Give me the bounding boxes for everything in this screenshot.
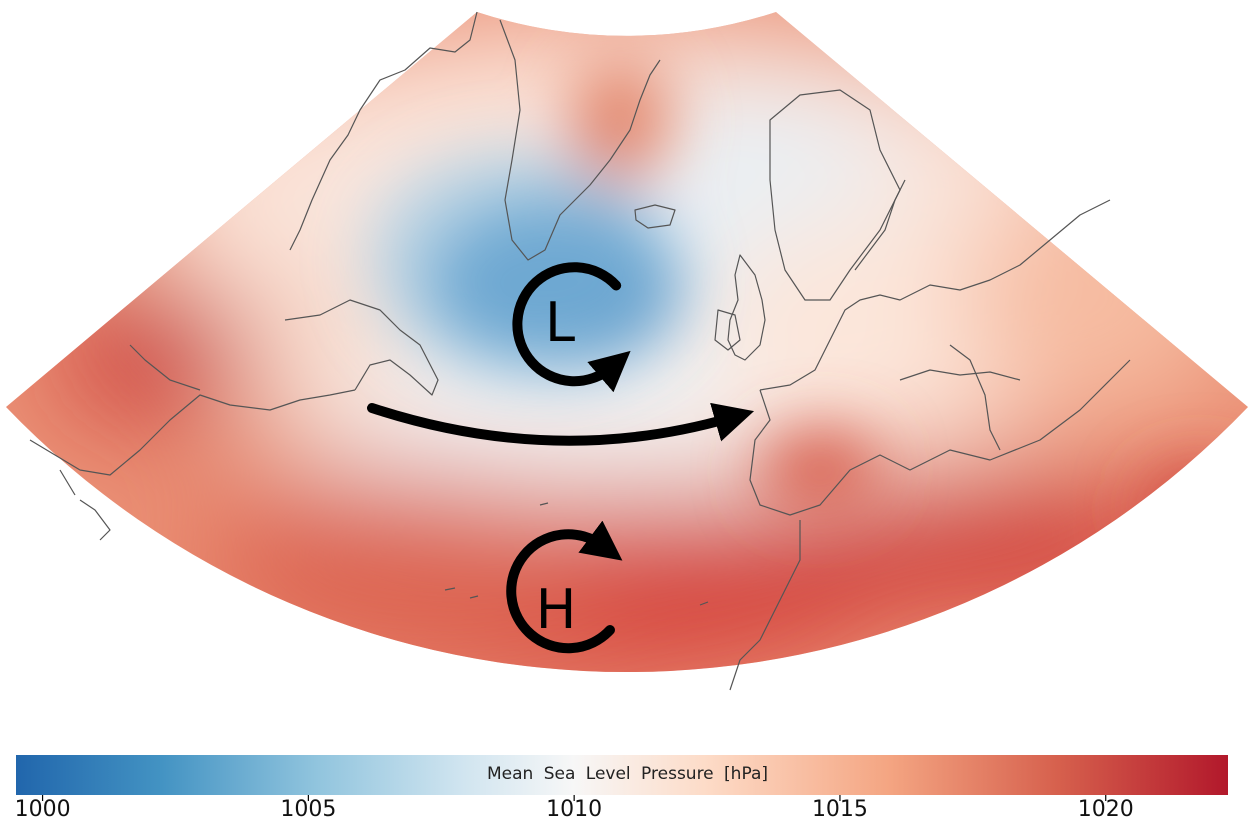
low-rotation-arrow-icon [512,262,631,393]
colorbar-ticks [41,795,1107,801]
pressure-field [6,12,1248,673]
jet-flow-arrow-icon [367,402,755,446]
high-rotation-arrow-icon [506,520,623,654]
colorbar [16,755,1228,801]
colorbar-label: Mean Sea Level Pressure [hPa] [486,764,768,784]
high-pressure-letter: H [536,578,577,641]
low-pressure-symbol: L [512,262,631,393]
colorbar-tick-label: 1010 [546,797,603,822]
colorbar-tick-label: 1020 [1077,797,1134,822]
coastlines [29,11,1131,691]
colorbar-tick-label: 1015 [811,797,868,822]
colorbar-tick-label: 1005 [280,797,337,822]
colorbar-tick-label: 1000 [14,797,71,822]
high-pressure-symbol: H [506,520,623,654]
colorbar-gradient [16,755,1228,795]
low-pressure-letter: L [545,291,575,354]
